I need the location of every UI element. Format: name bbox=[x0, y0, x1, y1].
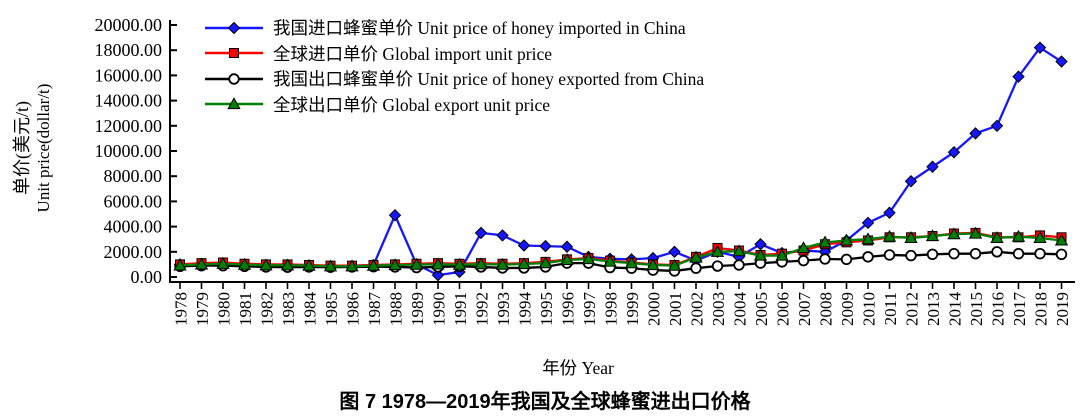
legend-marker-triangle-icon bbox=[205, 97, 263, 110]
legend-item-global-import: 全球进口单价 Global import unit price bbox=[203, 41, 704, 67]
legend-marker-square-icon bbox=[205, 48, 263, 59]
chart-legend: 我国进口蜂蜜单价 Unit price of honey imported in… bbox=[203, 15, 704, 117]
svg-text:20000.00: 20000.00 bbox=[95, 15, 163, 35]
svg-text:1994: 1994 bbox=[516, 292, 535, 327]
svg-text:4000.00: 4000.00 bbox=[104, 217, 163, 237]
svg-text:2017: 2017 bbox=[1010, 292, 1029, 327]
svg-text:6000.00: 6000.00 bbox=[104, 191, 163, 211]
svg-text:1982: 1982 bbox=[258, 292, 277, 326]
svg-text:2000: 2000 bbox=[645, 292, 664, 326]
svg-text:1985: 1985 bbox=[322, 292, 341, 326]
figure-caption: 图 7 1978—2019年我国及全球蜂蜜进出口价格 bbox=[339, 391, 751, 413]
svg-text:2008: 2008 bbox=[817, 292, 836, 326]
svg-text:1990: 1990 bbox=[430, 292, 449, 326]
svg-text:2000.00: 2000.00 bbox=[104, 242, 163, 262]
legend-item-china-export: 我国出口蜂蜜单价 Unit price of honey exported fr… bbox=[203, 66, 704, 92]
svg-text:1995: 1995 bbox=[537, 292, 556, 326]
svg-text:2013: 2013 bbox=[924, 292, 943, 326]
svg-text:1984: 1984 bbox=[301, 292, 320, 327]
svg-text:1988: 1988 bbox=[387, 292, 406, 326]
legend-label: 我国出口蜂蜜单价 Unit price of honey exported fr… bbox=[273, 69, 705, 90]
svg-text:8000.00: 8000.00 bbox=[104, 166, 163, 186]
svg-text:1998: 1998 bbox=[602, 292, 621, 326]
svg-text:2007: 2007 bbox=[795, 292, 814, 327]
svg-text:1983: 1983 bbox=[279, 292, 298, 326]
svg-text:1986: 1986 bbox=[344, 292, 363, 326]
svg-text:2010: 2010 bbox=[860, 292, 879, 326]
svg-text:1997: 1997 bbox=[580, 292, 599, 327]
legend-label: 全球出口单价 Global export unit price bbox=[273, 94, 551, 115]
svg-text:2019: 2019 bbox=[1053, 292, 1072, 326]
legend-item-china-import: 我国进口蜂蜜单价 Unit price of honey imported in… bbox=[203, 15, 704, 41]
y-axis-title-en: Unit price(dollar/t) bbox=[34, 83, 53, 213]
svg-text:12000.00: 12000.00 bbox=[95, 116, 163, 136]
svg-text:2002: 2002 bbox=[688, 292, 707, 326]
svg-text:2018: 2018 bbox=[1032, 292, 1051, 326]
svg-text:2014: 2014 bbox=[946, 292, 965, 327]
svg-text:2005: 2005 bbox=[752, 292, 771, 326]
svg-text:1987: 1987 bbox=[365, 292, 384, 327]
svg-text:1991: 1991 bbox=[451, 292, 470, 326]
svg-text:16000.00: 16000.00 bbox=[95, 65, 163, 85]
legend-marker-circle-icon bbox=[205, 73, 263, 85]
svg-text:1981: 1981 bbox=[236, 292, 255, 326]
y-axis-title: 单价(美元/t) Unit price(dollar/t) bbox=[11, 84, 55, 213]
svg-text:10000.00: 10000.00 bbox=[95, 141, 163, 161]
svg-text:2006: 2006 bbox=[774, 292, 793, 326]
legend-marker-diamond-icon bbox=[205, 21, 263, 34]
svg-text:2004: 2004 bbox=[731, 292, 750, 327]
svg-text:1999: 1999 bbox=[623, 292, 642, 326]
svg-text:2003: 2003 bbox=[709, 292, 728, 326]
svg-text:1996: 1996 bbox=[559, 292, 578, 326]
legend-label: 我国进口蜂蜜单价 Unit price of honey imported in… bbox=[273, 18, 686, 39]
svg-text:1992: 1992 bbox=[473, 292, 492, 326]
svg-text:2001: 2001 bbox=[666, 292, 685, 326]
y-axis-title-zh: 单价(美元/t) bbox=[12, 101, 32, 195]
svg-text:1979: 1979 bbox=[193, 292, 212, 326]
svg-text:1989: 1989 bbox=[408, 292, 427, 326]
svg-text:14000.00: 14000.00 bbox=[95, 91, 163, 111]
legend-item-global-export: 全球出口单价 Global export unit price bbox=[203, 92, 704, 118]
svg-text:1993: 1993 bbox=[494, 292, 513, 326]
svg-text:2009: 2009 bbox=[838, 292, 857, 326]
svg-text:2011: 2011 bbox=[881, 292, 900, 325]
svg-text:2015: 2015 bbox=[967, 292, 986, 326]
x-axis-title: 年份 Year bbox=[542, 358, 614, 378]
svg-text:0.00: 0.00 bbox=[131, 267, 163, 287]
svg-text:2012: 2012 bbox=[903, 292, 922, 326]
svg-text:2016: 2016 bbox=[989, 292, 1008, 326]
legend-label: 全球进口单价 Global import unit price bbox=[273, 43, 552, 64]
svg-text:1978: 1978 bbox=[172, 292, 191, 326]
svg-text:18000.00: 18000.00 bbox=[95, 40, 163, 60]
svg-text:1980: 1980 bbox=[215, 292, 234, 326]
